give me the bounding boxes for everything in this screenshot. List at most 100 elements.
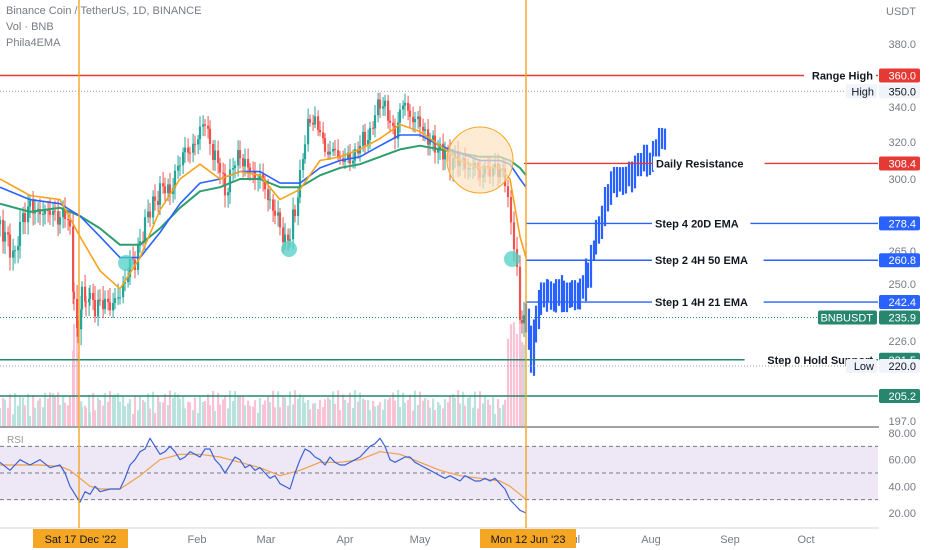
volume-bar [482, 403, 485, 426]
candle-body [243, 158, 247, 167]
candle-body [337, 150, 340, 157]
candle-body [428, 140, 432, 145]
candle-body [277, 212, 280, 216]
volume-bar [117, 393, 120, 426]
volume-bar [253, 400, 257, 426]
candle-body [203, 124, 207, 126]
candle-body [192, 143, 195, 153]
level-price-text: 242.4 [888, 297, 916, 309]
price-tick-label: 250.0 [888, 279, 916, 291]
volume-bar [423, 397, 427, 426]
candle-body [392, 122, 395, 126]
candle-body [0, 219, 2, 225]
candle-body [403, 102, 407, 106]
volume-bar [93, 410, 97, 426]
volume-bar [63, 402, 67, 426]
volume-bar [223, 395, 227, 426]
volume-bars [0, 322, 526, 426]
volume-bar [76, 352, 80, 426]
volume-bar [383, 398, 387, 426]
volume-bar [463, 405, 467, 426]
level-price-text: 235.9 [888, 312, 916, 324]
volume-bar [217, 392, 220, 426]
grid [0, 426, 932, 529]
level-label-bg [652, 295, 764, 310]
volume-bar [242, 396, 245, 426]
candle-body [84, 301, 88, 303]
volume-bar [342, 394, 345, 426]
candle-body [222, 172, 225, 174]
volume-bar [237, 396, 240, 426]
candle-body [233, 165, 237, 169]
candle-body [178, 165, 182, 167]
candle-body [343, 158, 347, 162]
candle-body [363, 131, 367, 146]
candle-body [518, 266, 522, 320]
price-tick-label: 320.0 [888, 137, 916, 149]
volume-bar [182, 395, 185, 426]
candle-body [248, 167, 252, 172]
candle-body [22, 213, 25, 223]
volume-bar [212, 390, 215, 426]
candle-body [368, 127, 372, 141]
annotations [78, 0, 527, 528]
candle-body [388, 120, 392, 123]
volume-bar [453, 397, 457, 426]
volume-bar [522, 344, 526, 426]
volume-bar [397, 390, 400, 426]
candle-body [272, 199, 275, 211]
volume-bar [258, 398, 262, 426]
candle-body [28, 200, 32, 207]
volume-bar [2, 398, 5, 426]
volume-bar [57, 392, 60, 426]
candle-body [153, 196, 157, 201]
candle-body [398, 109, 402, 123]
candle-body [378, 99, 382, 109]
volume-bar [437, 402, 440, 426]
candle-body [177, 165, 180, 171]
volume-bar [503, 399, 507, 426]
volume-bar [33, 407, 37, 426]
candle-body [76, 328, 80, 330]
level-price-badge [879, 253, 920, 268]
level-price-badge [879, 310, 920, 325]
candle-body [92, 292, 95, 300]
level-label: Step 1 4H 21 EMA [655, 297, 748, 309]
time-tick-label: Feb [188, 534, 207, 546]
rsi-tick-label: 40.00 [888, 481, 916, 493]
volume-bar [62, 396, 65, 426]
volume-bar [509, 324, 513, 426]
price-tick-label: 340.0 [888, 102, 916, 114]
volume-bar [267, 395, 270, 426]
volume-bar [122, 395, 125, 426]
volume-bar [67, 405, 70, 426]
volume-bar [307, 399, 310, 426]
volume-bar [288, 391, 292, 426]
volume-bar [213, 411, 217, 426]
level-price-text: 205.2 [888, 391, 916, 403]
candle-body [48, 210, 52, 215]
volume-bar [418, 391, 422, 426]
candle-body [32, 200, 35, 214]
volume-bar [498, 407, 502, 426]
volume-bar [0, 408, 2, 426]
volume-bar [487, 399, 490, 426]
candle-body [332, 148, 335, 152]
volume-bar [483, 396, 487, 426]
volume-bar [243, 405, 247, 426]
candle-body [228, 169, 232, 193]
time-tick-label: Mar [257, 534, 276, 546]
time-tick-label: Sep [720, 534, 740, 546]
candle-body [522, 315, 526, 324]
price-axis: USDT380.0340.0320.0300.0265.0250.0226.01… [879, 0, 932, 550]
volume-bar [97, 397, 100, 426]
touch-circle [281, 241, 297, 257]
volume-bar [277, 391, 280, 426]
candle-body [88, 292, 92, 299]
volume-bar [322, 407, 325, 426]
volume-bar [387, 399, 390, 426]
volume-bar [162, 402, 165, 426]
volume-bar [493, 413, 497, 426]
volume-bar [318, 399, 322, 426]
